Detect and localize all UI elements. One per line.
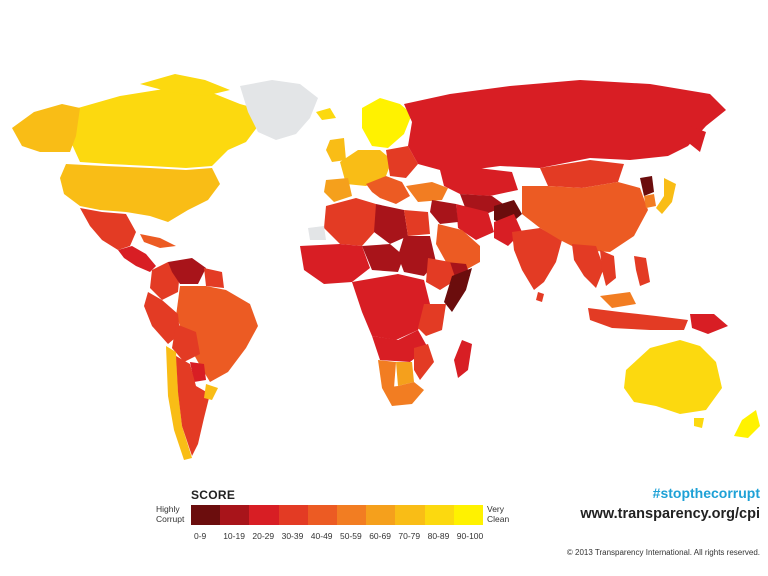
region-iraq-syria xyxy=(430,200,458,224)
region-kamchatka xyxy=(690,126,706,152)
region-japan xyxy=(656,178,676,214)
legend-range-label: 70-79 xyxy=(398,531,421,541)
legend-swatch-60-69 xyxy=(366,505,396,525)
legend-range-label: 60-69 xyxy=(369,531,391,541)
legend-range-label: 10-19 xyxy=(223,531,245,541)
region-iran xyxy=(456,204,494,240)
region-iberia xyxy=(324,178,352,202)
legend-swatch-50-59 xyxy=(337,505,367,525)
legend-swatch-40-49 xyxy=(307,505,338,525)
region-philippines xyxy=(634,256,650,286)
region-uk-ireland xyxy=(326,138,346,162)
region-chad-niger xyxy=(362,244,404,272)
legend-range-label: 50-59 xyxy=(340,531,362,541)
legend-swatch-70-79 xyxy=(395,505,425,525)
region-canada-islands xyxy=(140,74,230,96)
legend-title: SCORE xyxy=(191,488,236,502)
region-ethiopia xyxy=(426,258,456,290)
region-eastern-europe xyxy=(386,146,418,178)
region-india xyxy=(512,228,562,290)
region-papua-new-guinea xyxy=(690,314,728,334)
legend-swatch-20-29 xyxy=(249,505,279,525)
legend-color-bar xyxy=(191,505,484,525)
region-peru xyxy=(144,292,180,344)
region-arabia xyxy=(436,224,480,272)
region-guianas xyxy=(204,268,224,288)
region-alaska xyxy=(12,104,80,152)
legend-low-label-line1: Highly xyxy=(156,504,180,514)
region-egypt xyxy=(404,210,430,236)
region-australia xyxy=(624,340,722,414)
region-china xyxy=(522,182,648,252)
region-madagascar xyxy=(454,340,472,378)
region-caribbean xyxy=(140,234,176,248)
region-greenland xyxy=(240,80,318,140)
region-uruguay xyxy=(204,384,218,400)
region-usa xyxy=(60,164,220,222)
region-western-sahara xyxy=(308,226,326,240)
legend-range-label: 20-29 xyxy=(252,531,275,541)
region-argentina xyxy=(176,356,210,456)
legend-swatch-80-89 xyxy=(424,505,454,525)
region-mongolia xyxy=(540,160,624,188)
legend-high-label-line2: Clean xyxy=(487,513,510,524)
legend-swatch-30-39 xyxy=(278,505,308,525)
region-east-africa xyxy=(418,304,446,336)
region-libya xyxy=(374,204,408,244)
region-paraguay xyxy=(190,362,206,382)
region-chile xyxy=(166,346,192,460)
region-south-korea xyxy=(644,194,656,208)
region-russia xyxy=(404,80,726,170)
region-italy-balkans xyxy=(366,176,410,204)
region-western-europe xyxy=(340,150,392,186)
legend-low-label: Highly Corrupt xyxy=(156,504,185,524)
region-north-korea xyxy=(640,176,654,196)
region-mexico xyxy=(80,208,136,250)
region-namibia xyxy=(378,360,396,388)
legend-swatch-0-9 xyxy=(191,505,221,525)
region-morocco-algeria xyxy=(324,198,378,246)
region-turkey xyxy=(406,182,448,202)
region-venezuela xyxy=(168,258,206,284)
region-west-africa xyxy=(300,244,370,284)
legend-high-label-line1: Very xyxy=(487,504,505,514)
region-mozambique xyxy=(414,344,434,380)
legend-range-label: 30-39 xyxy=(281,531,304,541)
legend-swatch-90-100 xyxy=(453,505,484,525)
hashtag-text: #stopthecorrupt xyxy=(652,485,760,501)
region-sri-lanka xyxy=(536,292,544,302)
legend-range-label: 90-100 xyxy=(456,531,484,541)
legend-range-label: 40-49 xyxy=(310,531,333,541)
region-botswana xyxy=(396,362,414,386)
region-brazil xyxy=(176,286,258,382)
legend-range-label: 80-89 xyxy=(427,531,450,541)
region-central-america xyxy=(118,246,156,272)
region-bolivia xyxy=(172,324,200,362)
copyright-notice: © 2013 Transparency International. All r… xyxy=(566,548,760,557)
region-malaysia xyxy=(600,292,636,308)
region-canada xyxy=(70,88,262,168)
region-vietnam xyxy=(600,250,616,286)
legend-swatch-10-19 xyxy=(220,505,250,525)
region-scandinavia xyxy=(362,98,412,148)
region-myanmar-thailand xyxy=(572,244,604,288)
world-map xyxy=(12,74,760,460)
region-indonesia xyxy=(588,308,688,330)
legend-high-label: Very Clean xyxy=(487,504,510,524)
website-url: www.transparency.org/cpi xyxy=(580,506,760,522)
region-iceland xyxy=(316,108,336,120)
region-south-africa xyxy=(382,382,424,406)
region-sudan xyxy=(398,236,436,276)
region-central-africa xyxy=(352,274,430,340)
region-kazakhstan xyxy=(440,168,518,196)
legend-range-labels: 0-9 10-19 20-29 30-39 40-49 50-59 60-69 70-79 80… xyxy=(191,531,491,543)
region-new-zealand xyxy=(734,410,760,438)
legend-low-label-line2: Corrupt xyxy=(156,513,185,524)
region-tasmania xyxy=(694,418,704,428)
region-somalia xyxy=(444,268,472,312)
legend-range-label: 0-9 xyxy=(194,531,207,541)
